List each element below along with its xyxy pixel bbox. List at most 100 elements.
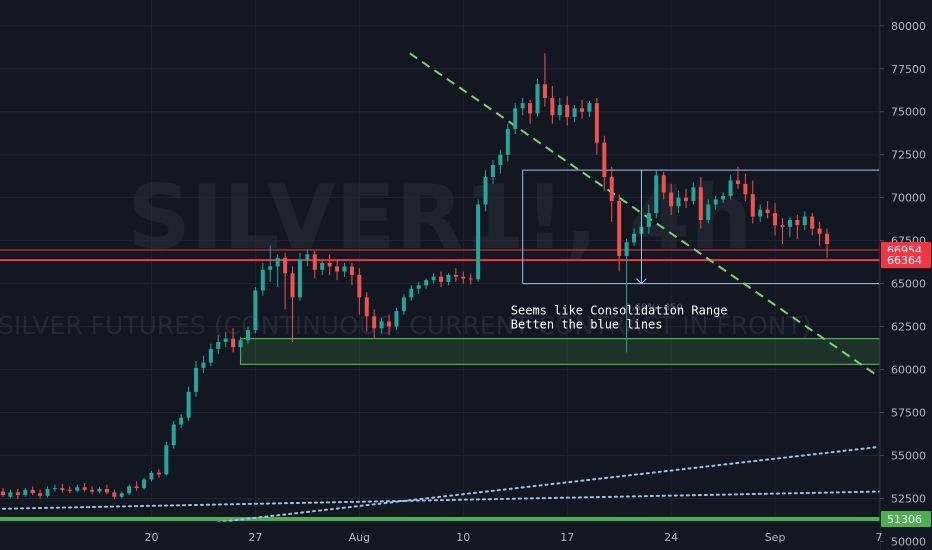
candle-body bbox=[253, 290, 258, 330]
candle-body bbox=[60, 488, 65, 490]
candle-body bbox=[632, 233, 637, 243]
candle-body bbox=[164, 445, 169, 475]
candle-body bbox=[424, 280, 429, 286]
candle-body bbox=[283, 257, 288, 274]
candle-body bbox=[268, 266, 273, 270]
candle-body bbox=[609, 177, 614, 202]
annotation: Seems like Consolidation Range Betten th… bbox=[511, 304, 728, 332]
candles bbox=[1, 53, 830, 500]
candle-body bbox=[765, 209, 770, 214]
candle-body bbox=[127, 486, 132, 494]
price-axis-bg bbox=[880, 0, 932, 550]
candle-body bbox=[387, 321, 392, 327]
zones bbox=[239, 337, 881, 365]
candle-body bbox=[290, 273, 295, 298]
candle-body bbox=[208, 348, 213, 363]
candle-body bbox=[156, 472, 161, 475]
candle-body bbox=[194, 367, 199, 392]
candle-body bbox=[728, 180, 733, 196]
candle-body bbox=[201, 362, 206, 368]
candle-body bbox=[594, 103, 599, 143]
time-tick-label: 27 bbox=[248, 531, 262, 544]
candle-body bbox=[431, 276, 436, 281]
candle-body bbox=[231, 338, 236, 348]
candle-body bbox=[104, 488, 109, 493]
time-tick-label: 10 bbox=[456, 531, 470, 544]
candle-body bbox=[90, 489, 95, 492]
candle-body bbox=[8, 492, 13, 497]
candle-body bbox=[409, 288, 414, 298]
time-tick-label: 17 bbox=[560, 531, 574, 544]
candle-body bbox=[476, 204, 481, 280]
time-tick-label: 20 bbox=[144, 531, 158, 544]
candle-body bbox=[810, 216, 815, 229]
time-tick-label: 24 bbox=[664, 531, 678, 544]
candle-body bbox=[550, 97, 555, 116]
candle-body bbox=[179, 417, 184, 425]
price-tick-label: 62500 bbox=[891, 321, 926, 334]
price-tick-label: 75000 bbox=[891, 106, 926, 119]
measure-arrow-head bbox=[636, 278, 647, 285]
watermark-symbol: SILVER1!, 4h bbox=[127, 166, 752, 269]
candle-body bbox=[67, 489, 72, 491]
price-tick-label: 70000 bbox=[891, 192, 926, 205]
price-tick-label: 52500 bbox=[891, 492, 926, 505]
candle-body bbox=[312, 254, 317, 270]
time-tick-label: Sep bbox=[765, 531, 786, 544]
candle-body bbox=[735, 180, 740, 184]
candle-body bbox=[520, 103, 525, 109]
candle-body bbox=[439, 276, 443, 282]
candle-body bbox=[357, 275, 362, 298]
annotation-line-2: Betten the blue lines bbox=[511, 318, 663, 332]
time-tick-label: 7 bbox=[876, 531, 883, 544]
candle-body bbox=[349, 266, 354, 275]
candle-body bbox=[557, 104, 562, 116]
price-badge bbox=[881, 510, 931, 527]
price-tick-label: 77500 bbox=[891, 63, 926, 76]
candle-body bbox=[45, 488, 50, 496]
candle-body bbox=[401, 297, 406, 312]
candle-body bbox=[335, 266, 340, 272]
candle-body bbox=[676, 197, 681, 207]
candle-body bbox=[654, 175, 659, 214]
candle-body bbox=[780, 225, 785, 227]
candle-body bbox=[698, 187, 703, 220]
candle-body bbox=[490, 165, 495, 178]
candle-body bbox=[773, 213, 778, 226]
candle-body bbox=[223, 338, 228, 343]
candle-body bbox=[134, 486, 139, 489]
price-badge bbox=[881, 252, 931, 269]
candle-body bbox=[186, 391, 191, 418]
price-axis: 8000077500750007250070000675006500062500… bbox=[879, 0, 932, 550]
candle-body bbox=[327, 262, 332, 267]
candle-body bbox=[1, 491, 5, 495]
candle-body bbox=[142, 479, 147, 489]
candle-body bbox=[216, 342, 221, 349]
candle-body bbox=[97, 488, 102, 492]
candle-body bbox=[75, 487, 80, 491]
candle-body bbox=[320, 262, 325, 270]
candle-body bbox=[825, 233, 830, 245]
candle-body bbox=[750, 194, 755, 217]
candle-body bbox=[82, 487, 87, 490]
candle-body bbox=[580, 108, 585, 112]
candle-body bbox=[528, 103, 533, 114]
candle-body bbox=[795, 220, 800, 226]
candle-body bbox=[572, 108, 577, 117]
annotation-line-1: Seems like Consolidation Range bbox=[511, 304, 728, 318]
candle-body bbox=[297, 259, 302, 298]
price-tick-label: 72500 bbox=[891, 149, 926, 162]
candle-body bbox=[602, 142, 607, 178]
candle-body bbox=[713, 199, 718, 205]
dotted-trend-line bbox=[2, 490, 880, 510]
candle-body bbox=[416, 285, 421, 289]
price-tick-label: 50000 bbox=[891, 535, 926, 548]
price-tick-label: 57500 bbox=[891, 407, 926, 420]
candle-body bbox=[372, 316, 377, 329]
candle-body bbox=[446, 275, 451, 282]
price-tick-label: 55000 bbox=[891, 449, 926, 462]
time-tick-label: Aug bbox=[349, 531, 370, 544]
